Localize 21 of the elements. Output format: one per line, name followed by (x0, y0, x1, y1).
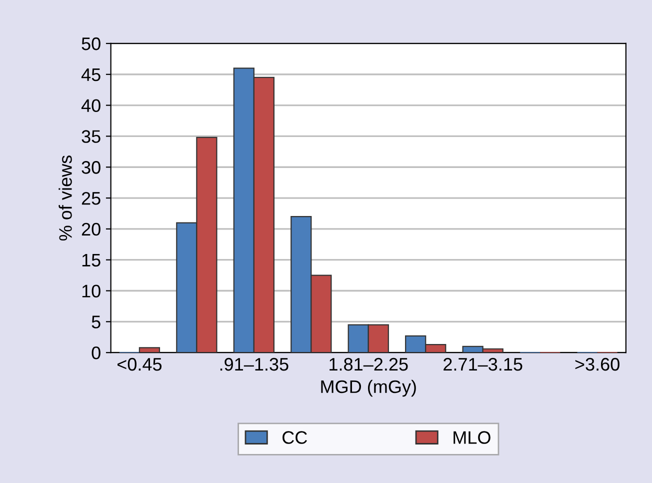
x-tick-label: 1.81–2.25 (330, 358, 408, 371)
x-tick-label: 2.71–3.15 (444, 358, 522, 371)
legend-label: CC (282, 431, 307, 444)
y-tick-label: 20 (82, 222, 100, 236)
y-tick-label: 15 (82, 254, 100, 267)
y-tick-label: 0 (92, 346, 100, 360)
x-tick-label: >3.60 (575, 358, 620, 371)
legend-label: MLO (454, 431, 490, 444)
y-axis-title: % of views (58, 156, 72, 241)
y-tick-label: 25 (82, 192, 100, 205)
y-tick-label: 10 (82, 284, 100, 298)
x-axis-title: MGD (mGy) (321, 380, 416, 397)
y-tick-label: 45 (81, 68, 100, 82)
y-tick-label: 30 (82, 161, 100, 174)
y-tick-label: 5 (92, 316, 100, 328)
y-tick-label: 35 (82, 130, 100, 143)
bar (138, 347, 160, 353)
y-tick-label: 40 (81, 99, 100, 112)
x-tick-label: .91–1.35 (220, 358, 288, 371)
y-tick-label: 50 (82, 37, 100, 50)
x-tick-label: <0.45 (118, 358, 162, 371)
